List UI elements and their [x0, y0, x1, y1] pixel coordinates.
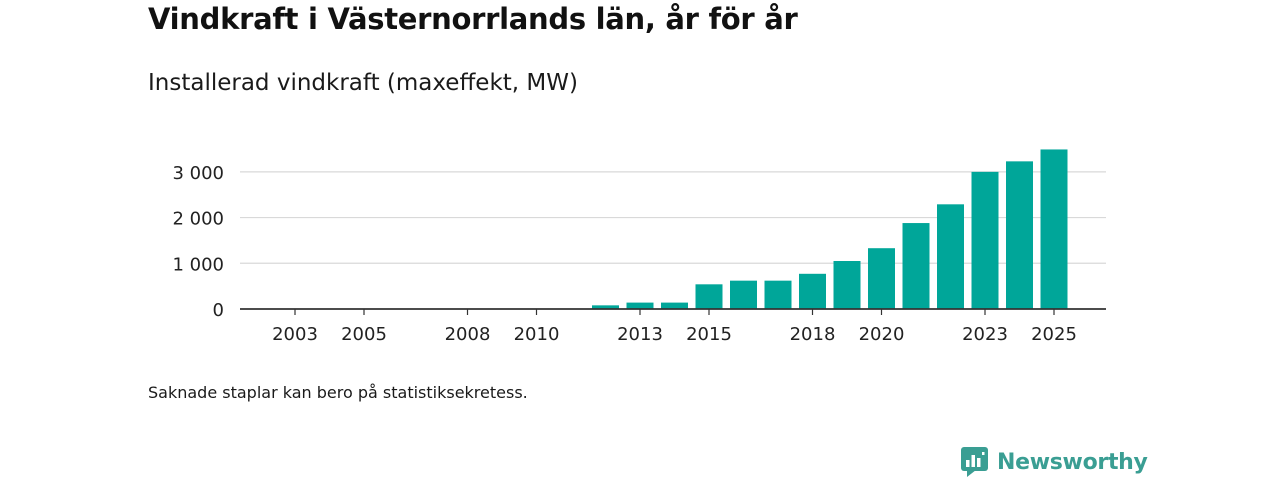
x-tick-label: 2008	[445, 324, 491, 345]
bar-2016	[730, 280, 757, 309]
footnote: Saknade staplar kan bero på statistiksek…	[148, 383, 528, 402]
bar-2022	[937, 204, 964, 309]
bar-2023	[971, 171, 999, 309]
bar-2021	[902, 223, 930, 309]
newsworthy-brand[interactable]: Newsworthy	[961, 446, 1148, 478]
x-tick-label: 2025	[1031, 324, 1077, 345]
x-tick-label: 2018	[790, 324, 836, 345]
x-tick-label: 2003	[272, 324, 318, 345]
bar-2013	[626, 302, 654, 309]
x-tick-label: 2005	[341, 324, 387, 345]
chart-subtitle: Installerad vindkraft (maxeffekt, MW)	[148, 70, 578, 96]
bar-2012	[592, 305, 619, 309]
bar-2024	[1006, 161, 1033, 309]
bar-2025	[1040, 149, 1068, 309]
bar-2014	[661, 302, 688, 309]
x-tick-label: 2013	[617, 324, 663, 345]
x-tick-label: 2023	[962, 324, 1008, 345]
bar-2020	[868, 248, 895, 309]
y-tick-label: 1 000	[172, 254, 224, 275]
newsworthy-logo-icon	[961, 447, 988, 477]
y-tick-label: 2 000	[172, 209, 224, 230]
x-tick-label: 2020	[859, 324, 905, 345]
y-tick-label: 0	[213, 300, 224, 321]
x-tick-label: 2010	[514, 324, 560, 345]
brand-name: Newsworthy	[997, 449, 1148, 475]
bar-2017	[764, 280, 792, 309]
bar-chart: 0 1 000 2 000 3 000 2003 2005 2008 2010 2013 2015…	[172, 149, 1106, 345]
x-tick-label: 2015	[686, 324, 732, 345]
bar-2018	[799, 273, 826, 309]
chart-title: Vindkraft i Västernorrlands län, år för …	[148, 2, 798, 36]
bar-2015	[695, 284, 723, 309]
bar-2019	[833, 261, 861, 309]
y-tick-label: 3 000	[172, 163, 224, 184]
